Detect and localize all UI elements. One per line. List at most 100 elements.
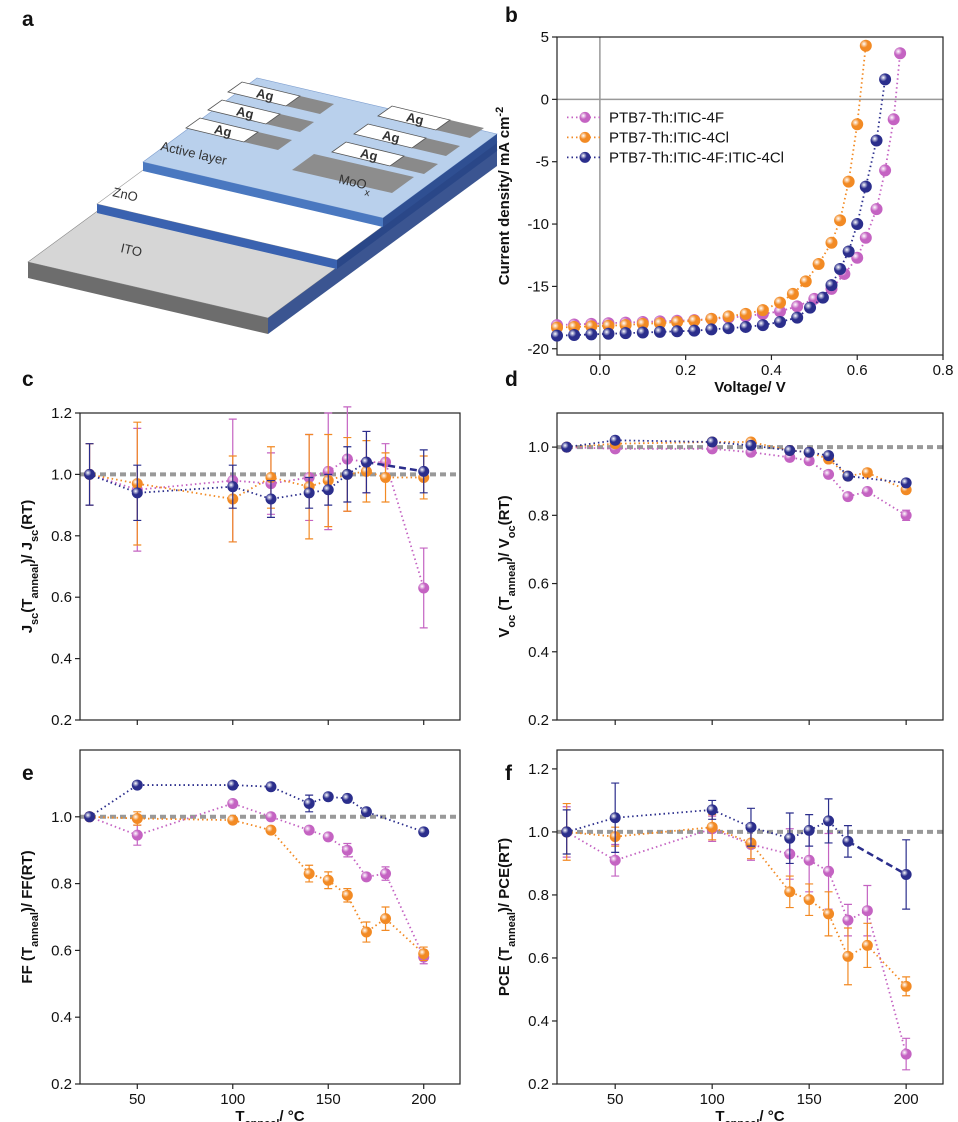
legend-marker [579,131,591,143]
data-point [322,791,334,803]
data-point [551,329,563,342]
label-part: V [496,628,513,638]
label-part: anneal [506,912,518,947]
data-point [418,465,430,477]
plot-frame [556,36,944,356]
panel-label: b [505,4,518,27]
plot-frame [79,412,461,721]
data-point [804,301,817,314]
y-tick-label: 1.0 [51,809,72,826]
data-point [851,218,864,231]
data-point [786,287,799,300]
electrode [377,105,451,131]
label-part: Current density/ mA cm [496,117,513,286]
plot-frame [556,412,944,721]
label-part: J [19,625,36,633]
data-point [823,908,835,920]
data-point [671,325,684,338]
data-point [227,797,239,809]
label-part: )/ PCE(RT) [496,838,513,912]
y-tick-label: 1.0 [528,824,549,841]
data-point [131,779,143,791]
electrode [227,81,301,107]
zno-edge [97,204,337,269]
electrode [207,99,281,125]
data-point [341,468,353,480]
series-line [89,815,425,955]
x-axis-label: Tanneal/ °C [235,1108,304,1122]
electrode-contact [436,120,484,138]
data-point [803,446,815,458]
data-point [842,491,854,503]
y-tick-label: 0.8 [51,876,72,893]
data-point [303,487,315,499]
legend-marker [579,111,591,123]
y-tick-label: 0.2 [51,1076,72,1093]
legend-marker [579,151,591,163]
series-line [556,45,867,329]
data-point [803,824,815,836]
data-point [791,311,804,324]
data-point [84,468,96,480]
data-point [360,871,372,883]
y-tick-label: 1.0 [51,466,72,483]
data-point [774,305,787,318]
y-tick-label: -20 [527,341,549,358]
label-part: / °C [279,1108,304,1122]
data-point [380,471,392,483]
data-point [842,470,854,482]
data-point [653,317,666,330]
data-point [418,948,430,960]
label-part: (RT) [496,495,513,525]
label-part: (RT) [19,500,36,530]
x-tick-label: 200 [411,1091,436,1108]
data-point [265,811,277,823]
label-part: T [235,1108,244,1122]
active-edge [143,162,383,227]
data-point [688,314,701,327]
data-point [900,980,912,992]
x-tick-label: 0.2 [675,362,696,379]
label-part: PCE (T [496,947,513,996]
label-part: )/ V [496,538,513,561]
data-point [842,950,854,962]
y-tick-label: 0.8 [51,528,72,545]
label-part: T [715,1108,724,1122]
data-point [602,327,615,340]
data-point [859,39,872,52]
label-part: sc [29,613,41,625]
data-point [561,441,573,453]
legend-label: PTB7-Th:ITIC-4F [609,109,724,126]
contact-label: MoOx [336,171,373,198]
panel-label: a [22,8,34,31]
data-point [341,889,353,901]
electrode-contact [286,96,334,114]
label-part: )/ J [19,542,36,564]
data-point [870,134,883,147]
data-point [879,164,892,177]
data-point [900,509,912,521]
data-point [803,854,815,866]
label-part: FF (T [19,947,36,984]
y-tick-label: 0.2 [528,1076,549,1093]
data-point [722,322,735,335]
data-point [894,47,907,60]
data-point [842,835,854,847]
label-part: sc [29,530,41,542]
y-tick-label: 0.2 [528,712,549,729]
data-point [756,304,769,317]
data-point [851,118,864,131]
chart: f0.20.40.60.81.01.250100150200Tanneal/ °… [496,749,944,1122]
data-point [803,455,815,467]
data-point [774,296,787,309]
series-line-dashed [366,460,424,473]
ito-side [268,150,497,334]
data-point [706,821,718,833]
series-line [556,53,902,326]
chart: b -20 -15 -10 -5 0 5 0.0 0.2 0.4 0.6 0.8 Voltage/ V C… [494,4,953,396]
x-tick-label: 100 [700,1091,725,1108]
label-part: Voltage/ V [714,379,785,396]
data-point [568,329,581,342]
